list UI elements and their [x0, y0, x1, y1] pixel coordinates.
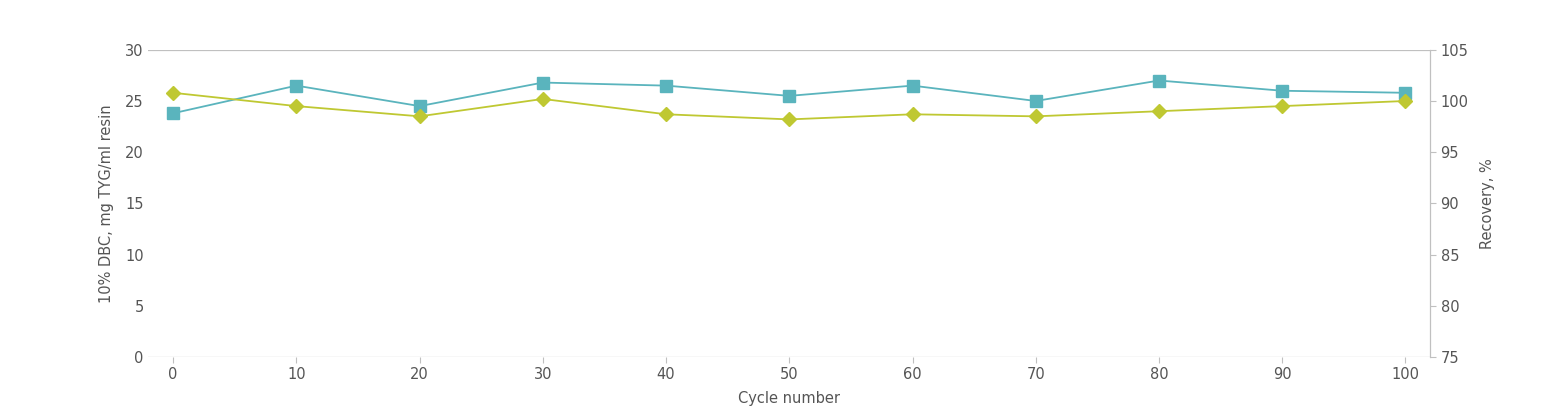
X-axis label: Cycle number: Cycle number: [738, 391, 841, 405]
Y-axis label: 10% DBC, mg TYG/ml resin: 10% DBC, mg TYG/ml resin: [98, 104, 114, 303]
Y-axis label: Recovery, %: Recovery, %: [1480, 158, 1494, 249]
